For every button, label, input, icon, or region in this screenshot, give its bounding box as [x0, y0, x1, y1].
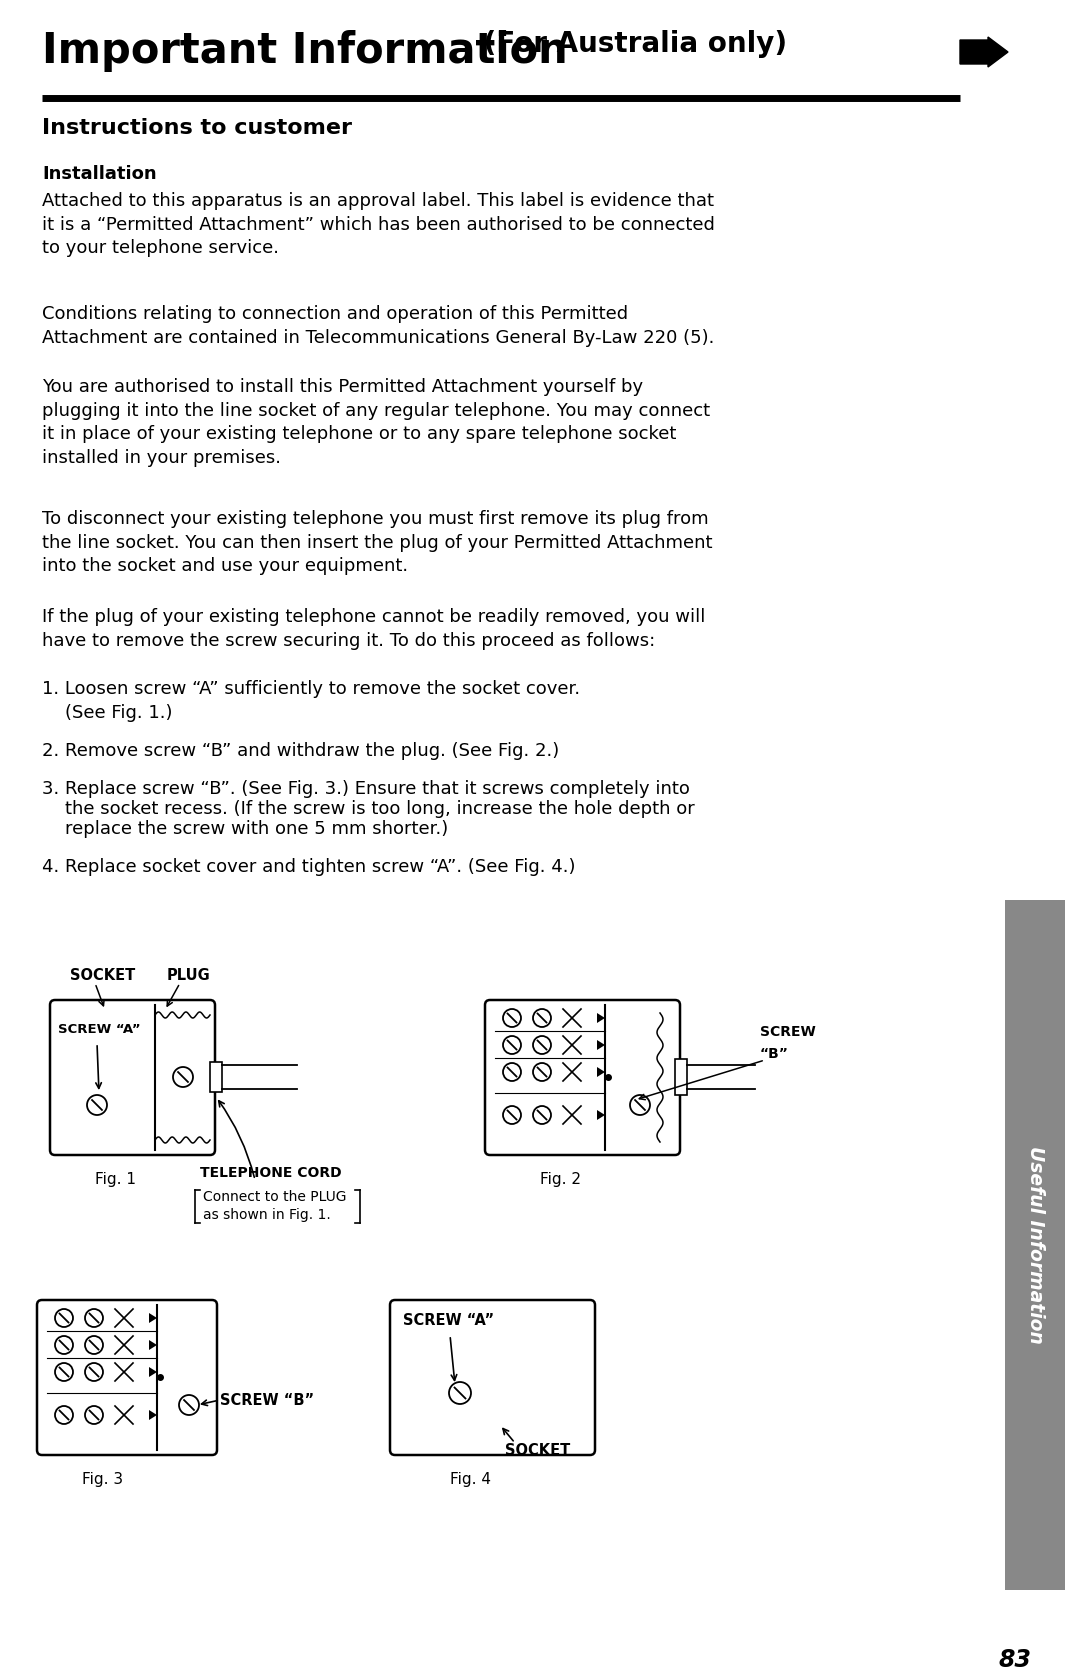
- Text: replace the screw with one 5 mm shorter.): replace the screw with one 5 mm shorter.…: [42, 819, 448, 838]
- Bar: [210, 1061, 222, 1092]
- Text: PLUG: PLUG: [167, 968, 211, 983]
- Text: Fig. 4: Fig. 4: [450, 1472, 491, 1487]
- Text: Connect to the PLUG: Connect to the PLUG: [203, 1190, 347, 1203]
- Text: SOCKET: SOCKET: [505, 1444, 570, 1459]
- Text: SCREW: SCREW: [760, 1025, 815, 1040]
- Text: SCREW “A”: SCREW “A”: [403, 1314, 495, 1329]
- Text: You are authorised to install this Permitted Attachment yourself by
plugging it : You are authorised to install this Permi…: [42, 377, 711, 467]
- Text: Fig. 1: Fig. 1: [95, 1172, 136, 1187]
- Text: Installation: Installation: [42, 165, 157, 184]
- FancyBboxPatch shape: [390, 1300, 595, 1455]
- Text: 2. Remove screw “B” and withdraw the plug. (See Fig. 2.): 2. Remove screw “B” and withdraw the plu…: [42, 743, 559, 759]
- Text: If the plug of your existing telephone cannot be readily removed, you will
have : If the plug of your existing telephone c…: [42, 608, 705, 649]
- Text: SCREW “B”: SCREW “B”: [220, 1392, 314, 1407]
- Text: as shown in Fig. 1.: as shown in Fig. 1.: [203, 1208, 330, 1222]
- Text: 83: 83: [999, 1647, 1031, 1669]
- Text: Useful Information: Useful Information: [1026, 1147, 1044, 1344]
- Text: Fig. 3: Fig. 3: [82, 1472, 123, 1487]
- Text: the socket recess. (If the screw is too long, increase the hole depth or: the socket recess. (If the screw is too …: [42, 799, 694, 818]
- Polygon shape: [597, 1110, 605, 1120]
- FancyArrow shape: [960, 37, 1008, 67]
- FancyBboxPatch shape: [485, 1000, 680, 1155]
- Polygon shape: [597, 1066, 605, 1077]
- Polygon shape: [597, 1013, 605, 1023]
- Text: Attached to this apparatus is an approval label. This label is evidence that
it : Attached to this apparatus is an approva…: [42, 192, 715, 257]
- Polygon shape: [149, 1367, 157, 1377]
- Polygon shape: [597, 1040, 605, 1050]
- Text: 1. Loosen screw “A” sufficiently to remove the socket cover.: 1. Loosen screw “A” sufficiently to remo…: [42, 679, 580, 698]
- Text: (For Australia only): (For Australia only): [474, 30, 797, 58]
- Polygon shape: [149, 1410, 157, 1420]
- Polygon shape: [149, 1340, 157, 1350]
- Text: To disconnect your existing telephone you must first remove its plug from
the li: To disconnect your existing telephone yo…: [42, 511, 713, 576]
- Bar: [1005, 900, 1065, 1591]
- Text: Instructions to customer: Instructions to customer: [42, 118, 352, 139]
- FancyBboxPatch shape: [37, 1300, 217, 1455]
- Text: Conditions relating to connection and operation of this Permitted
Attachment are: Conditions relating to connection and op…: [42, 305, 714, 347]
- Text: SOCKET: SOCKET: [70, 968, 135, 983]
- Text: “B”: “B”: [760, 1046, 788, 1061]
- Text: TELEPHONE CORD: TELEPHONE CORD: [200, 1167, 341, 1180]
- Text: Important Information: Important Information: [42, 30, 568, 72]
- Text: 4. Replace socket cover and tighten screw “A”. (See Fig. 4.): 4. Replace socket cover and tighten scre…: [42, 858, 576, 876]
- FancyBboxPatch shape: [50, 1000, 215, 1155]
- Polygon shape: [149, 1314, 157, 1324]
- Text: (See Fig. 1.): (See Fig. 1.): [42, 704, 173, 723]
- Text: Fig. 2: Fig. 2: [540, 1172, 581, 1187]
- Text: SCREW “A”: SCREW “A”: [58, 1023, 140, 1036]
- Bar: [675, 1060, 687, 1095]
- Text: 3. Replace screw “B”. (See Fig. 3.) Ensure that it screws completely into: 3. Replace screw “B”. (See Fig. 3.) Ensu…: [42, 779, 690, 798]
